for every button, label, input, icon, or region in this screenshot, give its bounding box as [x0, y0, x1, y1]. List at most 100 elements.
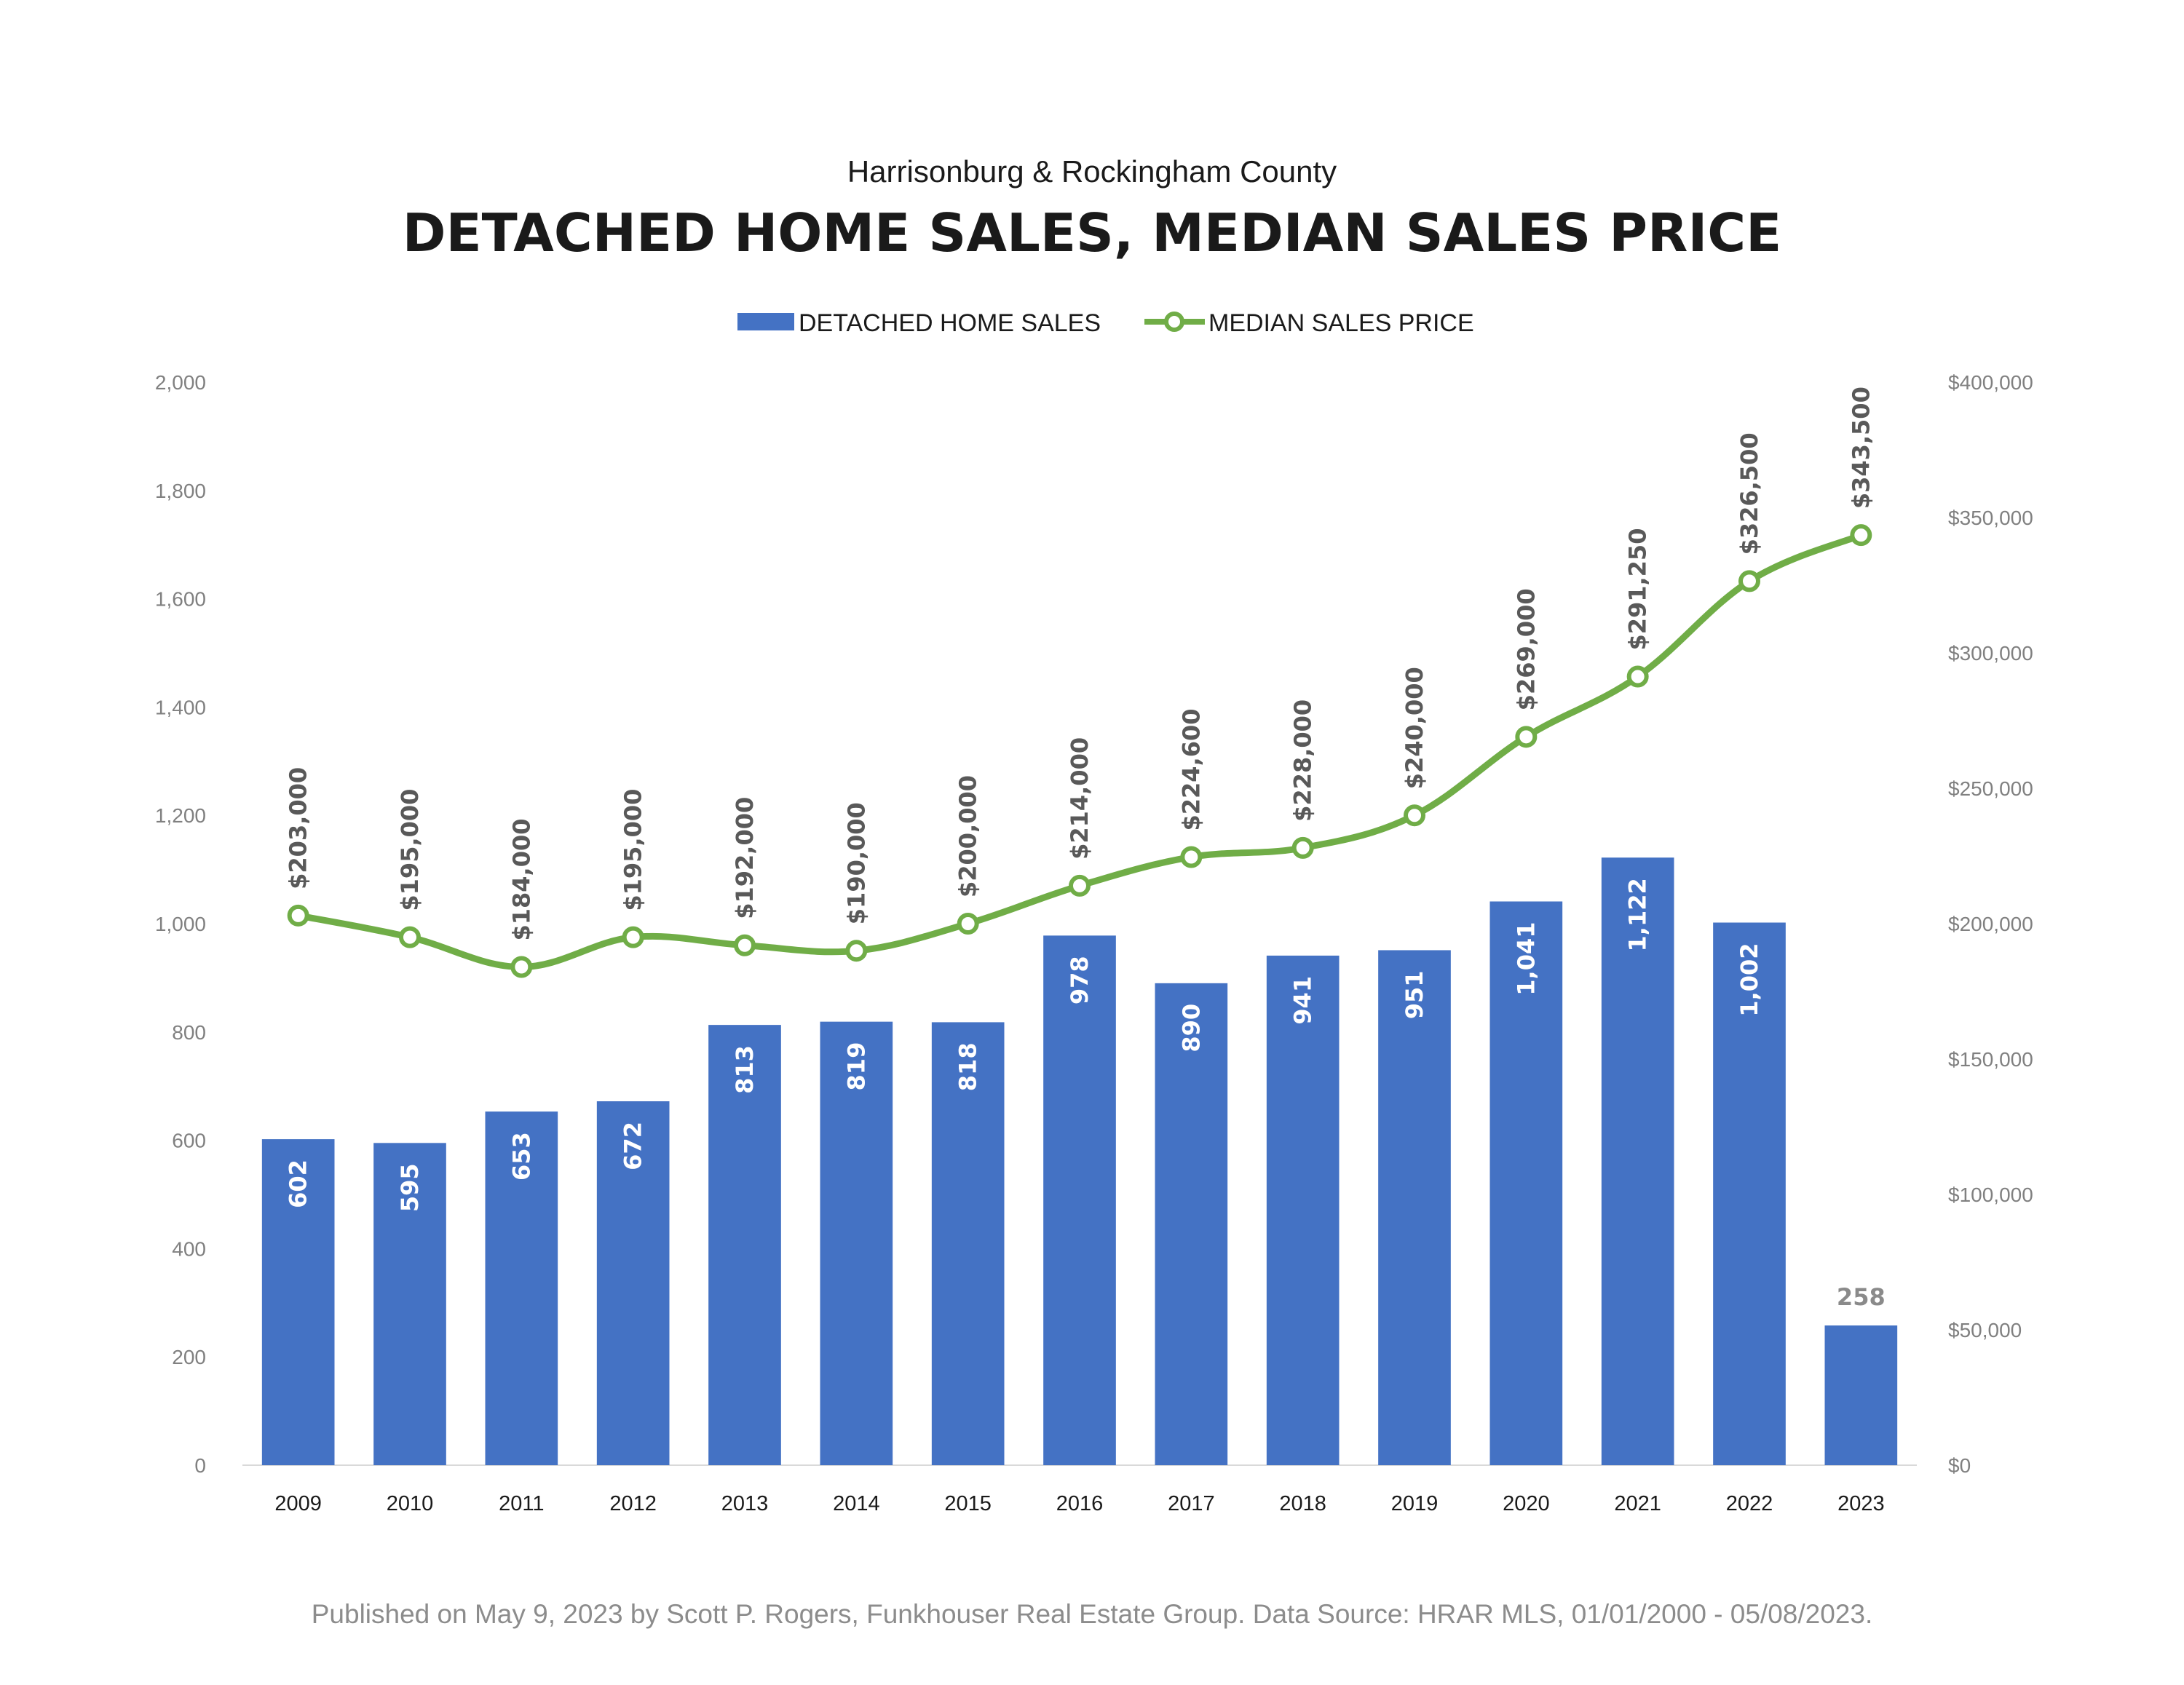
left-tick-label: 600: [172, 1130, 206, 1152]
price-marker-2011: [510, 956, 533, 978]
right-tick-label: $250,000: [1948, 777, 2033, 800]
bar-2014: [820, 1021, 893, 1465]
price-value-label: $214,000: [1066, 737, 1093, 860]
bar-2021: [1601, 857, 1674, 1465]
price-marker-2019: [1404, 804, 1425, 827]
right-tick-label: $100,000: [1948, 1184, 2033, 1206]
right-tick-label: $350,000: [1948, 507, 2033, 529]
x-tick-label: 2019: [1391, 1492, 1439, 1515]
bar-value-label: 602: [285, 1159, 312, 1208]
x-axis: 2009 2010 2011 2012 2013 2014 2015 2016 2017 2018…: [274, 1492, 1884, 1515]
bar-2012: [596, 1101, 670, 1465]
x-tick-label: 2016: [1056, 1492, 1104, 1515]
bar-2010: [373, 1143, 446, 1465]
right-tick-label: $200,000: [1948, 913, 2033, 935]
bar-2019: [1378, 950, 1451, 1465]
x-tick-label: 2022: [1726, 1492, 1773, 1515]
legend-swatch-marker: [1164, 312, 1184, 332]
price-marker-2020: [1515, 726, 1538, 748]
x-tick-label: 2017: [1168, 1492, 1215, 1515]
x-tick-label: 2011: [499, 1492, 544, 1515]
price-value-label: $184,000: [507, 819, 535, 941]
x-tick-label: 2014: [833, 1492, 880, 1515]
right-tick-label: $0: [1948, 1454, 1971, 1477]
chart-title: DETACHED HOME SALES, MEDIAN SALES PRICE: [403, 202, 1782, 263]
price-value-label: $192,000: [731, 797, 759, 919]
x-tick-label: 2020: [1503, 1492, 1550, 1515]
left-tick-label: 400: [172, 1237, 206, 1260]
bar-value-label: 1,002: [1736, 943, 1763, 1017]
price-marker-2010: [399, 926, 421, 948]
price-value-label: $200,000: [954, 775, 982, 897]
left-tick-label: 2,000: [155, 371, 206, 394]
right-tick-label: $150,000: [1948, 1048, 2033, 1071]
left-tick-label: 1,600: [155, 588, 206, 611]
price-marker-2023: [1850, 524, 1872, 547]
bar-2020: [1489, 901, 1563, 1465]
bar-value-label: 978: [1066, 956, 1093, 1004]
right-tick-label: $300,000: [1948, 642, 2033, 665]
bar-2023: [1824, 1325, 1898, 1465]
price-marker-2021: [1626, 665, 1649, 688]
x-tick-label: 2021: [1614, 1492, 1661, 1515]
x-tick-label: 2010: [387, 1492, 434, 1515]
price-value-label: $343,500: [1847, 386, 1875, 509]
left-tick-label: 1,000: [155, 913, 206, 935]
left-tick-label: 1,200: [155, 804, 206, 827]
price-marker-2009: [287, 904, 309, 927]
x-tick-label: 2012: [609, 1492, 657, 1515]
bar-2017: [1155, 983, 1228, 1465]
left-tick-label: 1,800: [155, 480, 206, 502]
price-value-label: $224,600: [1177, 708, 1205, 830]
x-tick-label: 2013: [721, 1492, 769, 1515]
bar-value-label: 819: [842, 1042, 870, 1091]
right-tick-label: $50,000: [1948, 1319, 2022, 1341]
bar-value-label: 818: [954, 1042, 982, 1091]
x-tick-label: 2009: [274, 1492, 322, 1515]
left-tick-label: 800: [172, 1021, 206, 1044]
bar-value-label: 941: [1289, 976, 1317, 1025]
price-marker-2016: [1069, 874, 1091, 897]
price-value-label: $190,000: [842, 802, 870, 924]
legend-label-sales: DETACHED HOME SALES: [799, 309, 1101, 337]
price-marker-2015: [957, 913, 979, 935]
price-value-label: $195,000: [620, 789, 647, 911]
right-tick-label: $400,000: [1948, 371, 2033, 394]
price-value-label: $269,000: [1512, 588, 1540, 710]
bar-value-label: 672: [620, 1122, 647, 1170]
bar-value-label: 890: [1177, 1004, 1205, 1052]
bar-value-label: 1,122: [1624, 878, 1652, 951]
price-marker-2018: [1291, 836, 1314, 859]
price-value-label: $240,000: [1401, 667, 1428, 789]
price-value-label: $326,500: [1736, 432, 1763, 555]
x-tick-label: 2023: [1837, 1492, 1885, 1515]
price-markers: [287, 524, 1872, 978]
left-tick-label: 200: [172, 1346, 206, 1368]
bar-2013: [708, 1025, 781, 1465]
bar-2015: [931, 1022, 1005, 1465]
price-labels: $203,000 $195,000 $184,000 $195,000 $192,000…: [285, 386, 1875, 940]
price-marker-2022: [1738, 570, 1760, 592]
bars-series: [261, 857, 1898, 1465]
bar-value-label: 951: [1401, 970, 1428, 1019]
bar-2011: [485, 1111, 558, 1465]
price-value-label: $291,250: [1624, 528, 1652, 651]
bar-value-label: 653: [507, 1132, 535, 1181]
price-marker-2014: [845, 940, 868, 962]
price-value-label: $195,000: [396, 789, 424, 911]
bar-labels: 602 595 653 672 813 819 818 978 890 941 951 1,041 1,…: [285, 878, 1886, 1311]
price-value-label: $203,000: [285, 767, 312, 889]
price-value-label: $228,000: [1289, 699, 1317, 822]
chart-subtitle: Harrisonburg & Rockingham County: [847, 154, 1337, 189]
bar-value-label: 1,041: [1512, 921, 1540, 995]
bar-2018: [1266, 955, 1340, 1465]
bar-value-label: 258: [1837, 1283, 1886, 1311]
price-marker-2017: [1180, 846, 1203, 868]
legend-swatch-bar: [737, 313, 794, 330]
bar-value-label: 595: [396, 1163, 424, 1212]
price-marker-2012: [622, 926, 644, 948]
bar-2022: [1713, 922, 1786, 1465]
x-tick-label: 2015: [944, 1492, 992, 1515]
legend: DETACHED HOME SALES MEDIAN SALES PRICE: [737, 309, 1474, 337]
bar-2009: [261, 1139, 335, 1465]
